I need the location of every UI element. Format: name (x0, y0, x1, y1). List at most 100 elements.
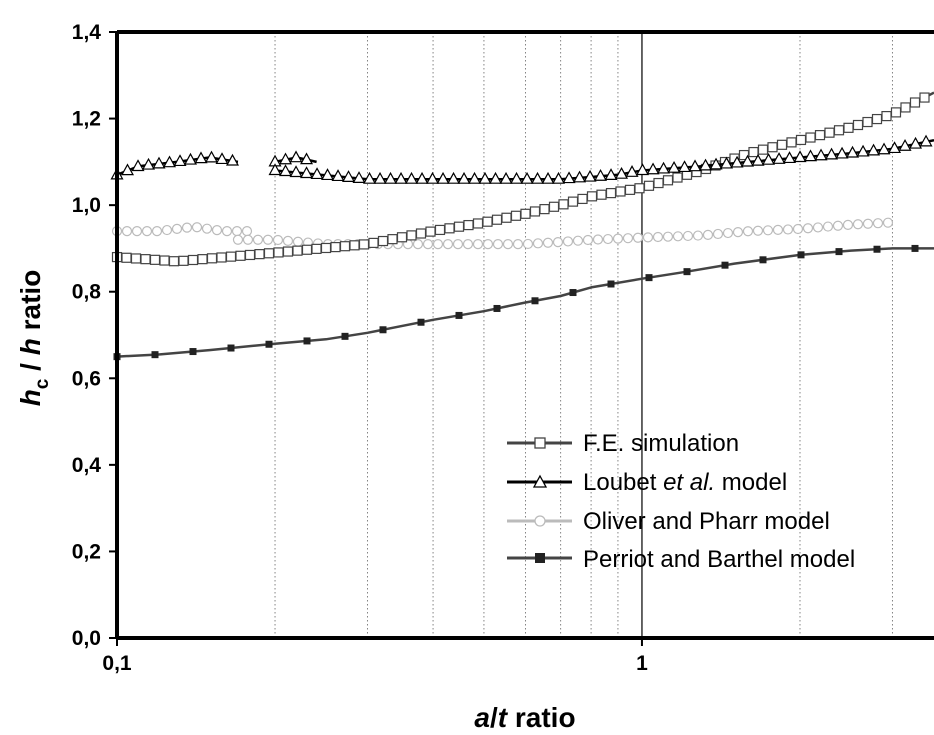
data-point-oliver-and-pharr-model (612, 233, 624, 244)
legend-label-perriot-barthel: Perriot and Barthel model (583, 546, 855, 573)
data-point-oliver-and-pharr-model (242, 234, 254, 245)
y-tick-label: 1,4 (72, 21, 102, 44)
data-point-oliver-and-pharr-model (141, 226, 153, 237)
data-point-f-e-simulation (197, 254, 208, 265)
legend-marker-perriot-barthel (535, 553, 545, 563)
data-point-oliver-and-pharr-model (832, 220, 844, 231)
data-point-perriot-and-barthel-model (911, 244, 919, 252)
data-point-perriot-and-barthel-model (455, 311, 463, 319)
data-point-f-e-simulation (634, 183, 645, 194)
data-point-loubet-et-al-model (436, 171, 450, 184)
legend-entry-perriot-barthel: Perriot and Barthel model (507, 546, 855, 573)
data-point-oliver-and-pharr-model (862, 218, 874, 229)
data-point-oliver-and-pharr-model (201, 223, 213, 234)
data-point-oliver-and-pharr-model (462, 239, 474, 250)
data-point-loubet-et-al-model (394, 171, 408, 184)
data-point-loubet-et-al-model (615, 166, 629, 179)
data-point-loubet-et-al-model (289, 150, 303, 163)
data-point-f-e-simulation (510, 210, 522, 221)
data-point-f-e-simulation (881, 110, 892, 122)
data-point-oliver-and-pharr-model (882, 217, 894, 228)
data-point-loubet-et-al-model (730, 155, 744, 168)
data-point-oliver-and-pharr-model (532, 238, 544, 249)
data-point-loubet-et-al-model (468, 171, 482, 184)
data-point-loubet-et-al-model (289, 165, 303, 178)
data-point-oliver-and-pharr-model (542, 237, 554, 248)
data-point-oliver-and-pharr-model (241, 226, 253, 237)
data-point-f-e-simulation (482, 216, 493, 227)
data-point-oliver-and-pharr-model (812, 222, 824, 233)
data-point-loubet-et-al-model (888, 141, 902, 154)
data-point-f-e-simulation (396, 232, 408, 243)
data-point-perriot-and-barthel-model (303, 337, 311, 345)
data-point-loubet-et-al-model (909, 136, 923, 149)
x-axis-title: a/t ratio (474, 702, 575, 733)
data-point-loubet-et-al-model (131, 159, 145, 172)
data-point-loubet-et-al-model (846, 145, 860, 158)
data-point-f-e-simulation (140, 254, 151, 265)
data-point-loubet-et-al-model (478, 171, 492, 184)
data-point-f-e-simulation (786, 137, 797, 148)
data-point-oliver-and-pharr-model (262, 234, 274, 245)
data-point-oliver-and-pharr-model (432, 239, 444, 250)
data-point-loubet-et-al-model (583, 169, 597, 182)
series-line-loubet-et-al-model (274, 138, 934, 181)
data-point-loubet-et-al-model (405, 171, 419, 184)
series-line-perriot-and-barthel-model (116, 247, 934, 358)
y-tick-label: 1,2 (72, 108, 101, 131)
y-axis-title: hc / h ratio (15, 270, 53, 407)
data-point-loubet-et-al-model (415, 171, 429, 184)
data-point-f-e-simulation (130, 253, 142, 264)
data-point-f-e-simulation (776, 139, 788, 150)
data-point-f-e-simulation (311, 243, 322, 254)
data-point-perriot-and-barthel-model (151, 351, 159, 359)
data-point-f-e-simulation (548, 201, 560, 212)
data-point-oliver-and-pharr-model (692, 230, 704, 241)
data-point-perriot-and-barthel-model (873, 245, 881, 253)
data-point-f-e-simulation (387, 234, 398, 245)
data-point-loubet-et-al-model (215, 152, 229, 165)
data-point-loubet-et-al-model (594, 169, 608, 181)
data-point-oliver-and-pharr-model (502, 239, 514, 250)
data-point-loubet-et-al-model (552, 171, 566, 184)
data-point-loubet-et-al-model (194, 151, 208, 164)
data-point-perriot-and-barthel-model (721, 261, 729, 269)
data-point-loubet-et-al-model (877, 142, 891, 155)
data-point-perriot-and-barthel-model (759, 256, 767, 264)
data-point-loubet-et-al-model (835, 146, 849, 159)
y-tick-label: 0,6 (72, 367, 101, 390)
data-point-f-e-simulation (814, 130, 826, 141)
y-tick-label: 0,2 (72, 540, 101, 563)
data-point-loubet-et-al-model (310, 167, 324, 180)
data-point-oliver-and-pharr-model (802, 223, 814, 234)
data-point-oliver-and-pharr-model (121, 226, 133, 237)
data-point-loubet-et-al-model (804, 149, 818, 162)
data-point-f-e-simulation (520, 208, 531, 219)
data-point-oliver-and-pharr-model (792, 223, 804, 235)
data-point-oliver-and-pharr-model (742, 226, 754, 237)
grid-layer (274, 32, 893, 638)
legend-label-loubet: Loubet et al. model (583, 469, 787, 496)
data-point-oliver-and-pharr-model (872, 218, 884, 229)
legend: F.E. simulation Loubet et al. model Oliv… (507, 430, 855, 573)
data-point-loubet-et-al-model (741, 154, 755, 167)
data-point-perriot-and-barthel-model (189, 348, 197, 356)
data-point-oliver-and-pharr-model (842, 219, 854, 230)
data-point-f-e-simulation (833, 125, 845, 136)
data-point-loubet-et-al-model (814, 148, 828, 161)
data-point-oliver-and-pharr-model (752, 225, 764, 236)
data-point-oliver-and-pharr-model (522, 238, 534, 250)
data-point-f-e-simulation (349, 240, 360, 251)
data-point-loubet-et-al-model (331, 169, 345, 182)
legend-marker-loubet (532, 474, 548, 488)
legend-entry-oliver-pharr: Oliver and Pharr model (507, 508, 830, 535)
data-point-oliver-and-pharr-model (762, 225, 774, 236)
data-point-oliver-and-pharr-model (852, 219, 864, 230)
data-point-loubet-et-al-model (342, 170, 356, 182)
data-point-oliver-and-pharr-model (772, 224, 784, 235)
data-point-loubet-et-al-model (279, 164, 293, 177)
data-point-oliver-and-pharr-model (572, 235, 584, 246)
data-point-loubet-et-al-model (793, 150, 807, 163)
data-point-loubet-et-al-model (363, 171, 377, 184)
data-point-perriot-and-barthel-model (645, 274, 653, 282)
